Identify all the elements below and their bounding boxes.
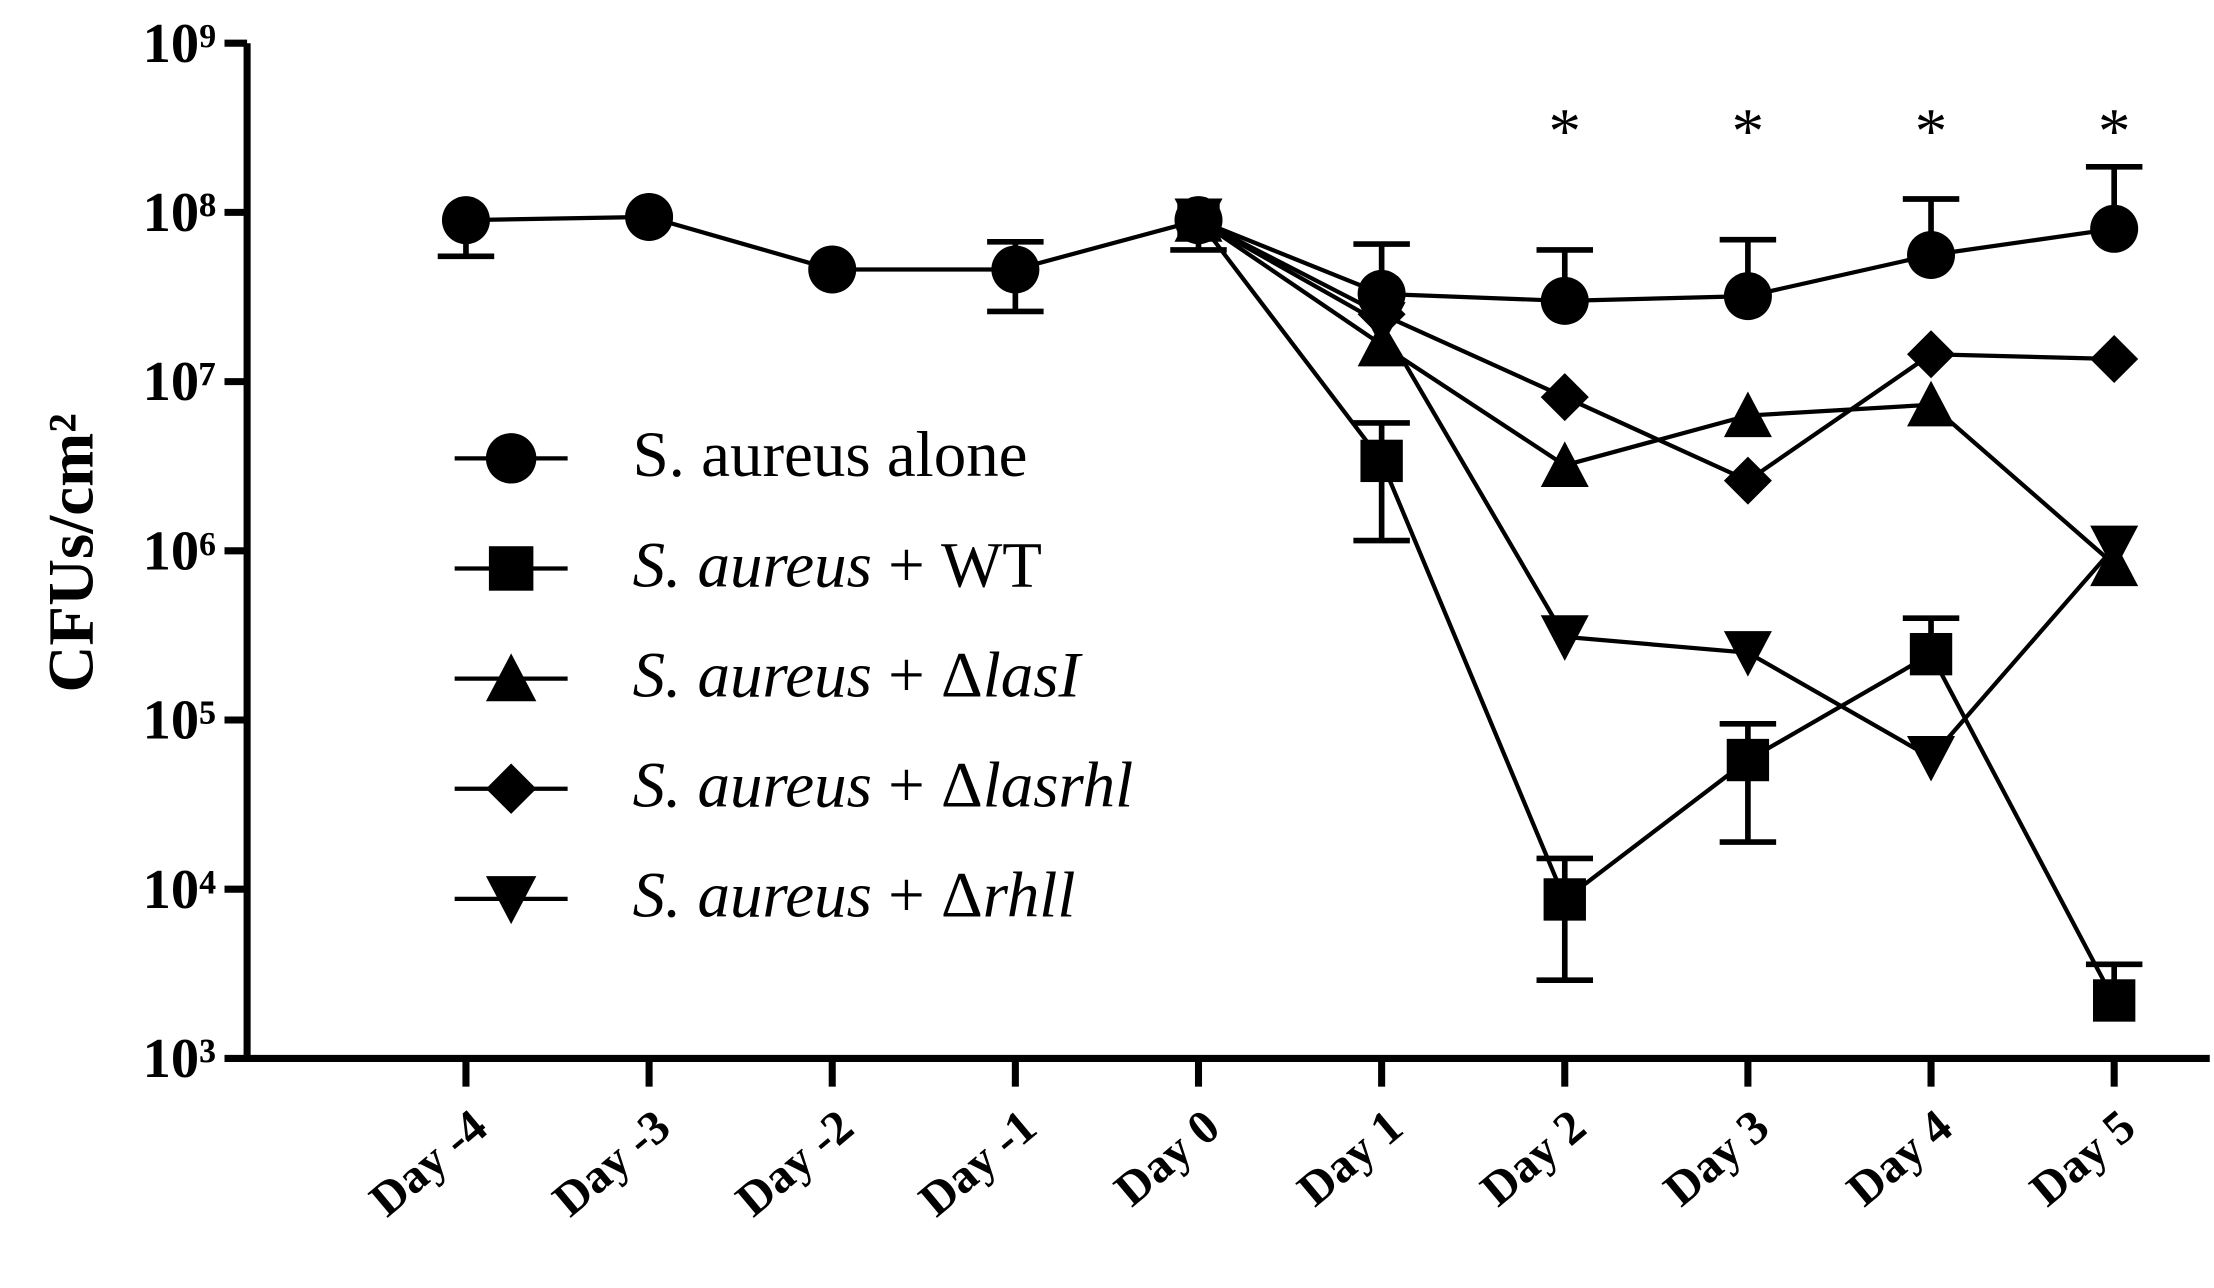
marker-triangle-down — [1357, 302, 1406, 348]
marker-circle — [2090, 204, 2139, 253]
legend-entry: S. aureus + WT — [454, 529, 1042, 601]
y-tick-label: 10³ — [143, 1028, 216, 1090]
marker-triangle-down — [1174, 198, 1223, 245]
marker-triangle — [485, 653, 537, 702]
legend-label-part: S. aureus — [633, 529, 872, 601]
marker-square — [488, 546, 534, 591]
x-tick-label: Day -2 — [726, 1100, 863, 1227]
legend-entry: S. aureus alone — [454, 419, 1028, 491]
y-tick-label: 10⁶ — [143, 520, 216, 582]
x-tick-label: Day 2 — [1471, 1100, 1596, 1217]
marker-circle — [1723, 272, 1772, 321]
marker-square — [2092, 979, 2136, 1022]
marker-square — [1360, 439, 1403, 483]
legend-label-part: Δ — [941, 860, 983, 932]
marker-circle — [625, 192, 674, 241]
marker-triangle-down — [485, 876, 537, 925]
legend-label: S. aureus + Δlasrhl — [633, 749, 1134, 821]
marker-triangle-down — [1540, 615, 1589, 661]
y-axis-label: CFUs/cm² — [36, 413, 108, 692]
marker-triangle — [1540, 441, 1589, 487]
marker-circle — [991, 245, 1040, 294]
legend-label-part: rhll — [983, 860, 1076, 932]
marker-square — [1909, 632, 1953, 676]
marker-diamond — [2090, 335, 2139, 384]
annotation: * — [1732, 96, 1764, 168]
annotation: * — [1915, 96, 1947, 168]
marker-square — [1543, 878, 1586, 921]
series-line — [1197, 218, 2115, 484]
legend-label-part: lasI — [983, 639, 1084, 711]
y-tick-label: 10⁹ — [143, 13, 216, 75]
legend-entry: S. aureus + Δlasrhl — [454, 749, 1134, 821]
legend-label-part: S. aureus — [633, 749, 872, 821]
marker-diamond — [1907, 330, 1956, 379]
legend-label-part: lasrhl — [983, 749, 1133, 821]
y-tick-label: 10⁴ — [143, 859, 216, 921]
marker-circle — [1907, 231, 1956, 280]
x-tick-label: Day -3 — [543, 1100, 680, 1227]
series — [1170, 198, 2143, 1022]
legend-label-part: S. aureus — [633, 860, 872, 932]
legend-entry: S. aureus + Δrhll — [454, 860, 1076, 932]
series-line — [1196, 218, 2117, 1002]
series-line — [1197, 218, 2116, 761]
marker-diamond — [485, 763, 537, 814]
annotation: * — [1549, 96, 1581, 168]
marker-diamond — [1540, 373, 1589, 422]
marker-circle — [808, 245, 857, 294]
marker-circle — [1540, 276, 1589, 325]
legend-label-part: + — [872, 749, 941, 821]
marker-diamond — [1723, 456, 1772, 505]
annotation: * — [2098, 96, 2130, 168]
legend-label-part: Δ — [941, 639, 983, 711]
y-tick-label: 10⁸ — [143, 182, 216, 244]
marker-circle — [485, 433, 537, 484]
legend-label: S. aureus + WT — [633, 529, 1042, 601]
y-tick-label: 10⁷ — [143, 351, 216, 413]
series — [1174, 196, 2139, 587]
x-tick-label: Day -1 — [909, 1100, 1046, 1227]
x-tick-label: Day 1 — [1288, 1100, 1413, 1217]
x-tick-label: Day -4 — [360, 1100, 497, 1227]
y-tick-label: 10⁵ — [143, 690, 216, 752]
series — [1174, 198, 2139, 782]
legend-label: S. aureus + Δrhll — [633, 860, 1076, 932]
marker-triangle-down — [2090, 525, 2139, 572]
marker-triangle — [1907, 380, 1956, 427]
legend-label-part: + — [872, 639, 941, 711]
series-line — [1197, 218, 2116, 567]
legend-label-part: S. aureus — [633, 639, 872, 711]
marker-triangle-down — [1723, 631, 1772, 677]
legend-label: S. aureus + ΔlasI — [633, 639, 1084, 711]
series — [437, 163, 2143, 325]
x-tick-label: Day 3 — [1654, 1100, 1779, 1217]
legend-label-part: WT — [941, 529, 1042, 601]
legend-label-part: Δ — [941, 749, 983, 821]
marker-square — [1726, 738, 1770, 782]
legend-label-part: + — [872, 860, 941, 932]
series-line — [465, 214, 2115, 303]
legend-label: S. aureus alone — [633, 419, 1028, 491]
x-tick-label: Day 5 — [2020, 1100, 2145, 1217]
legend-entry: S. aureus + ΔlasI — [454, 639, 1084, 711]
marker-triangle-down — [1907, 735, 1956, 782]
marker-circle — [441, 196, 490, 245]
legend-label-part: + — [872, 529, 941, 601]
x-tick-label: Day 4 — [1837, 1100, 1962, 1217]
marker-triangle — [1723, 391, 1772, 438]
x-tick-label: Day 0 — [1105, 1100, 1230, 1217]
